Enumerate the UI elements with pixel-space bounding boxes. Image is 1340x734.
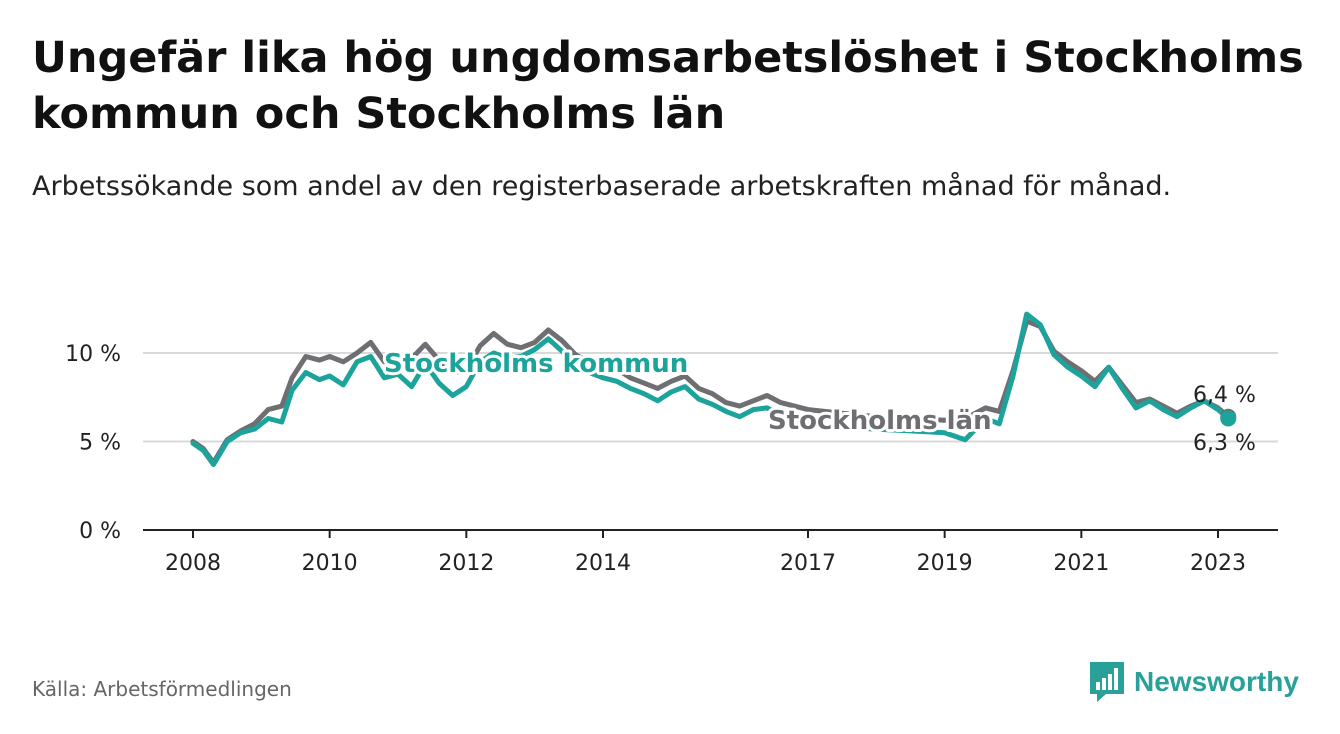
y-tick-label: 5 %: [79, 431, 121, 456]
newsworthy-logo-icon: [1090, 662, 1124, 702]
chart-title: Ungefär lika hög ungdomsarbetslöshet i S…: [32, 33, 1304, 139]
axis-layer: 0 % 5 % 10 % 2008 2010 2012 2014 2017 2019 2021 20…: [65, 342, 1278, 576]
brand-logo[interactable]: Newsworthy: [1088, 660, 1299, 704]
series-label-kommun: Stockholms kommun: [384, 349, 688, 379]
x-tick-label: 2023: [1190, 551, 1246, 576]
brand-name: Newsworthy: [1134, 666, 1299, 697]
end-point-kommun: [1220, 410, 1237, 427]
label-layer: Stockholms kommun Stockholms län 6,4 % 6…: [381, 346, 1256, 456]
chart-subtitle: Arbetssökande som andel av den registerb…: [32, 171, 1172, 202]
end-label-lan: 6,4 %: [1193, 383, 1256, 408]
x-tick-label: 2019: [917, 551, 973, 576]
x-tick-label: 2021: [1053, 551, 1109, 576]
series-line-lan: [190, 318, 1231, 466]
series-layer: [190, 311, 1237, 467]
grid-layer: [143, 352, 1278, 443]
series-label-lan: Stockholms län: [768, 406, 992, 436]
x-tick-label: 2008: [165, 551, 221, 576]
x-tick-label: 2012: [438, 551, 494, 576]
source-note: Källa: Arbetsförmedlingen: [32, 677, 292, 701]
x-tick-label: 2014: [575, 551, 631, 576]
series-line-kommun: [190, 311, 1231, 467]
y-tick-label: 10 %: [65, 342, 121, 367]
x-tick-label: 2010: [302, 551, 358, 576]
end-label-kommun: 6,3 %: [1193, 431, 1256, 456]
y-tick-label: 0 %: [79, 519, 121, 544]
line-chart: 0 % 5 % 10 % 2008 2010 2012 2014 2017 2019 2021 20…: [65, 311, 1278, 576]
x-tick-label: 2017: [780, 551, 836, 576]
